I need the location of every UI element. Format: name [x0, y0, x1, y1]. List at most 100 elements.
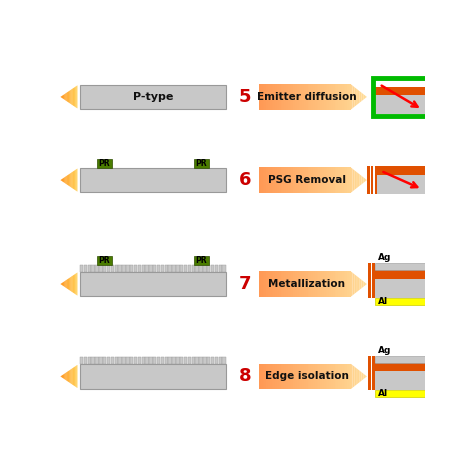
Bar: [373, 78, 428, 116]
Polygon shape: [281, 84, 283, 109]
Polygon shape: [75, 87, 76, 107]
Polygon shape: [326, 364, 328, 389]
Polygon shape: [261, 364, 263, 389]
Polygon shape: [308, 167, 310, 193]
Polygon shape: [293, 364, 295, 389]
Polygon shape: [328, 84, 329, 109]
Polygon shape: [76, 365, 77, 388]
Polygon shape: [283, 271, 284, 297]
Polygon shape: [315, 167, 317, 193]
Polygon shape: [279, 364, 281, 389]
Polygon shape: [286, 167, 288, 193]
Polygon shape: [344, 271, 346, 297]
Polygon shape: [319, 364, 320, 389]
Polygon shape: [293, 84, 295, 109]
Bar: [91, 265, 95, 272]
Polygon shape: [329, 84, 331, 109]
Bar: [222, 357, 226, 364]
Polygon shape: [288, 84, 290, 109]
Text: Emitter diffusion: Emitter diffusion: [257, 92, 356, 102]
Polygon shape: [337, 167, 338, 193]
Polygon shape: [63, 374, 64, 379]
Bar: [80, 272, 226, 296]
Polygon shape: [335, 84, 337, 109]
Polygon shape: [299, 167, 301, 193]
Polygon shape: [349, 84, 351, 109]
Polygon shape: [272, 364, 273, 389]
Bar: [374, 166, 377, 194]
Polygon shape: [358, 90, 360, 104]
Polygon shape: [313, 364, 315, 389]
Bar: [173, 265, 176, 272]
Polygon shape: [322, 271, 324, 297]
Polygon shape: [353, 365, 355, 388]
Polygon shape: [297, 271, 299, 297]
Polygon shape: [266, 84, 268, 109]
Polygon shape: [365, 283, 367, 285]
Bar: [374, 390, 428, 397]
Bar: [161, 357, 164, 364]
Polygon shape: [302, 84, 304, 109]
Bar: [374, 87, 428, 95]
Polygon shape: [356, 275, 358, 292]
Bar: [84, 357, 87, 364]
Polygon shape: [63, 178, 64, 182]
Polygon shape: [356, 89, 358, 105]
Polygon shape: [68, 174, 69, 186]
Bar: [368, 263, 371, 298]
Polygon shape: [322, 167, 324, 193]
Polygon shape: [310, 271, 311, 297]
Polygon shape: [290, 364, 292, 389]
Polygon shape: [299, 364, 301, 389]
Polygon shape: [302, 271, 304, 297]
Polygon shape: [74, 170, 75, 190]
Polygon shape: [326, 84, 328, 109]
Polygon shape: [283, 167, 284, 193]
Polygon shape: [292, 84, 293, 109]
Polygon shape: [329, 167, 331, 193]
Bar: [103, 265, 106, 272]
Polygon shape: [304, 167, 306, 193]
Bar: [374, 279, 428, 298]
Polygon shape: [362, 280, 363, 288]
Polygon shape: [344, 364, 346, 389]
Polygon shape: [306, 364, 308, 389]
Polygon shape: [311, 271, 313, 297]
Bar: [180, 265, 183, 272]
Polygon shape: [73, 88, 74, 106]
Bar: [97, 255, 112, 265]
Polygon shape: [351, 271, 353, 297]
Polygon shape: [306, 167, 308, 193]
Polygon shape: [342, 84, 344, 109]
Polygon shape: [360, 371, 362, 382]
Bar: [130, 357, 133, 364]
Polygon shape: [358, 369, 360, 383]
Polygon shape: [288, 271, 290, 297]
Bar: [111, 357, 114, 364]
Polygon shape: [295, 364, 297, 389]
Polygon shape: [290, 84, 292, 109]
Bar: [115, 265, 118, 272]
Polygon shape: [62, 375, 63, 378]
Polygon shape: [73, 367, 74, 386]
Polygon shape: [73, 275, 74, 293]
Polygon shape: [346, 167, 347, 193]
Polygon shape: [360, 91, 362, 102]
Bar: [367, 166, 370, 194]
Polygon shape: [284, 84, 286, 109]
Bar: [211, 265, 214, 272]
Polygon shape: [273, 167, 275, 193]
Polygon shape: [72, 276, 73, 292]
Polygon shape: [275, 84, 277, 109]
Bar: [80, 357, 83, 364]
Polygon shape: [263, 271, 264, 297]
Polygon shape: [279, 167, 281, 193]
Polygon shape: [65, 373, 66, 381]
Polygon shape: [351, 364, 353, 389]
Bar: [99, 357, 102, 364]
Polygon shape: [304, 364, 306, 389]
Polygon shape: [333, 167, 335, 193]
Bar: [126, 265, 129, 272]
Polygon shape: [270, 84, 272, 109]
Polygon shape: [290, 271, 292, 297]
